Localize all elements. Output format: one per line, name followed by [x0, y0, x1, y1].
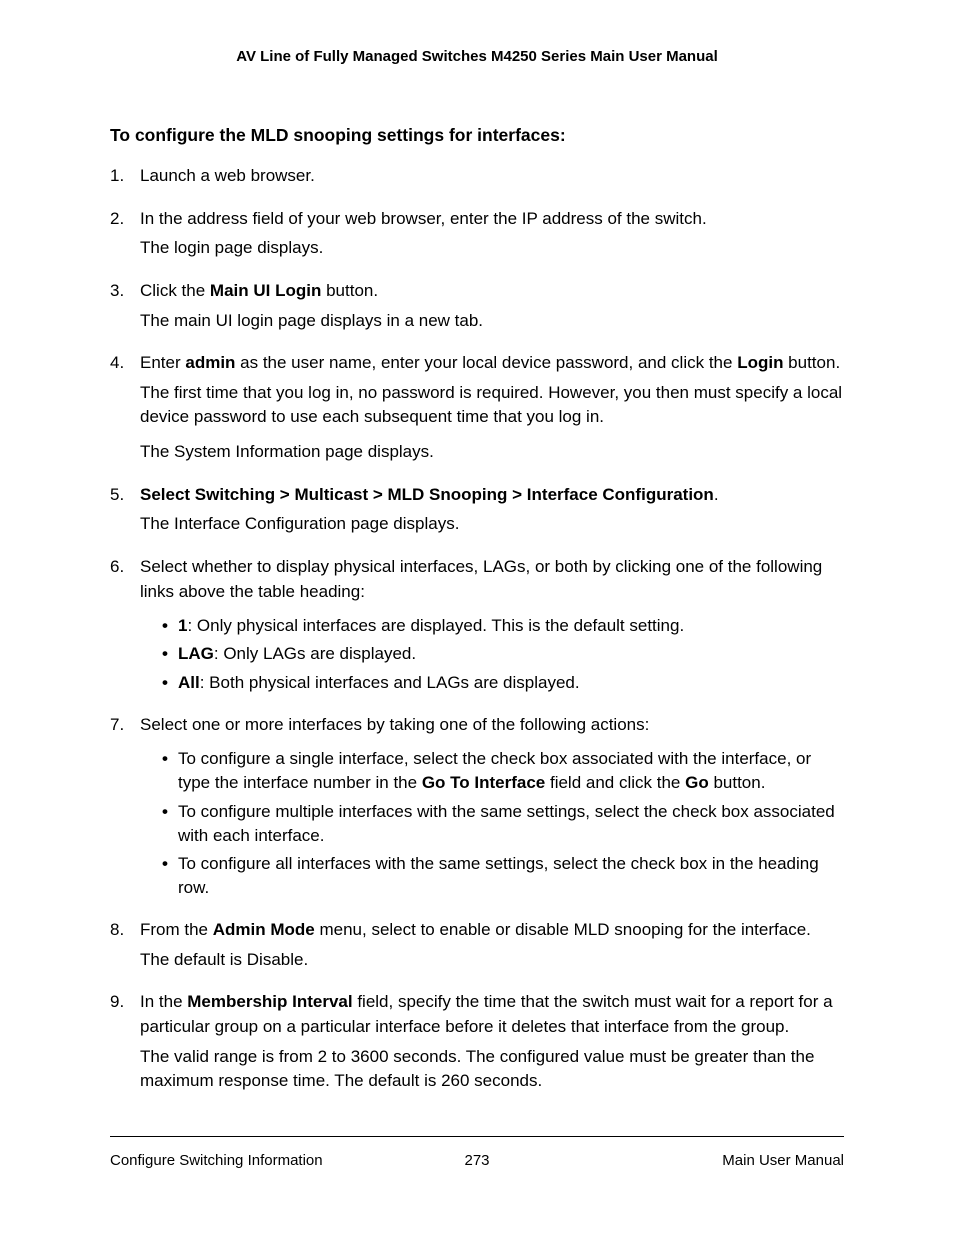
bold-text: Main UI Login [210, 281, 321, 300]
step-paragraph: Launch a web browser. [140, 164, 844, 189]
step-paragraph: In the address field of your web browser… [140, 207, 844, 232]
step-paragraph: The default is Disable. [140, 948, 844, 973]
bold-text: Go [685, 773, 709, 792]
bold-text: admin [185, 353, 235, 372]
footer-right: Main User Manual [722, 1152, 844, 1169]
footer-left: Configure Switching Information [110, 1152, 323, 1169]
bold-text: LAG [178, 644, 214, 663]
step-paragraph: Select one or more interfaces by taking … [140, 713, 844, 738]
step-paragraph: The main UI login page displays in a new… [140, 309, 844, 334]
page: AV Line of Fully Managed Switches M4250 … [0, 0, 954, 1235]
bold-text: Login [737, 353, 783, 372]
step-paragraph: In the Membership Interval field, specif… [140, 990, 844, 1039]
step-paragraph: Click the Main UI Login button. [140, 279, 844, 304]
step-item: From the Admin Mode menu, select to enab… [110, 918, 844, 972]
bullet-item: LAG: Only LAGs are displayed. [162, 642, 844, 666]
doc-header: AV Line of Fully Managed Switches M4250 … [110, 48, 844, 65]
step-item: Click the Main UI Login button. The main … [110, 279, 844, 333]
bullet-item: 1: Only physical interfaces are displaye… [162, 614, 844, 638]
bullet-item: To configure all interfaces with the sam… [162, 852, 844, 900]
step-item: Select Switching > Multicast > MLD Snoop… [110, 483, 844, 537]
step-item: In the Membership Interval field, specif… [110, 990, 844, 1094]
bold-text: Go To Interface [422, 773, 545, 792]
bullet-item: To configure multiple interfaces with th… [162, 800, 844, 848]
bold-text: All [178, 673, 200, 692]
step-item: Launch a web browser. [110, 164, 844, 189]
step-paragraph: The valid range is from 2 to 3600 second… [140, 1045, 844, 1094]
step-paragraph: Enter admin as the user name, enter your… [140, 351, 844, 376]
bullet-list: To configure a single interface, select … [140, 747, 844, 900]
footer: Configure Switching Information 273 Main… [110, 1152, 844, 1169]
steps-list: Launch a web browser. In the address fiel… [110, 164, 844, 1094]
step-paragraph: The System Information page displays. [140, 440, 844, 465]
step-item: Select one or more interfaces by taking … [110, 713, 844, 900]
section-title: To configure the MLD snooping settings f… [110, 125, 844, 146]
footer-rule [110, 1136, 844, 1137]
step-paragraph: The first time that you log in, no passw… [140, 381, 844, 430]
step-paragraph: The Interface Configuration page display… [140, 512, 844, 537]
bold-text: Membership Interval [187, 992, 352, 1011]
step-paragraph: Select whether to display physical inter… [140, 555, 844, 604]
bullet-item: To configure a single interface, select … [162, 747, 844, 795]
bold-text: 1 [178, 616, 187, 635]
bullet-item: All: Both physical interfaces and LAGs a… [162, 671, 844, 695]
step-item: In the address field of your web browser… [110, 207, 844, 261]
bold-text: Admin Mode [213, 920, 315, 939]
step-paragraph: The login page displays. [140, 236, 844, 261]
step-item: Enter admin as the user name, enter your… [110, 351, 844, 465]
bold-text: Select Switching > Multicast > MLD Snoop… [140, 485, 714, 504]
step-paragraph: Select Switching > Multicast > MLD Snoop… [140, 483, 844, 508]
bullet-list: 1: Only physical interfaces are displaye… [140, 614, 844, 694]
step-item: Select whether to display physical inter… [110, 555, 844, 695]
step-paragraph: From the Admin Mode menu, select to enab… [140, 918, 844, 943]
